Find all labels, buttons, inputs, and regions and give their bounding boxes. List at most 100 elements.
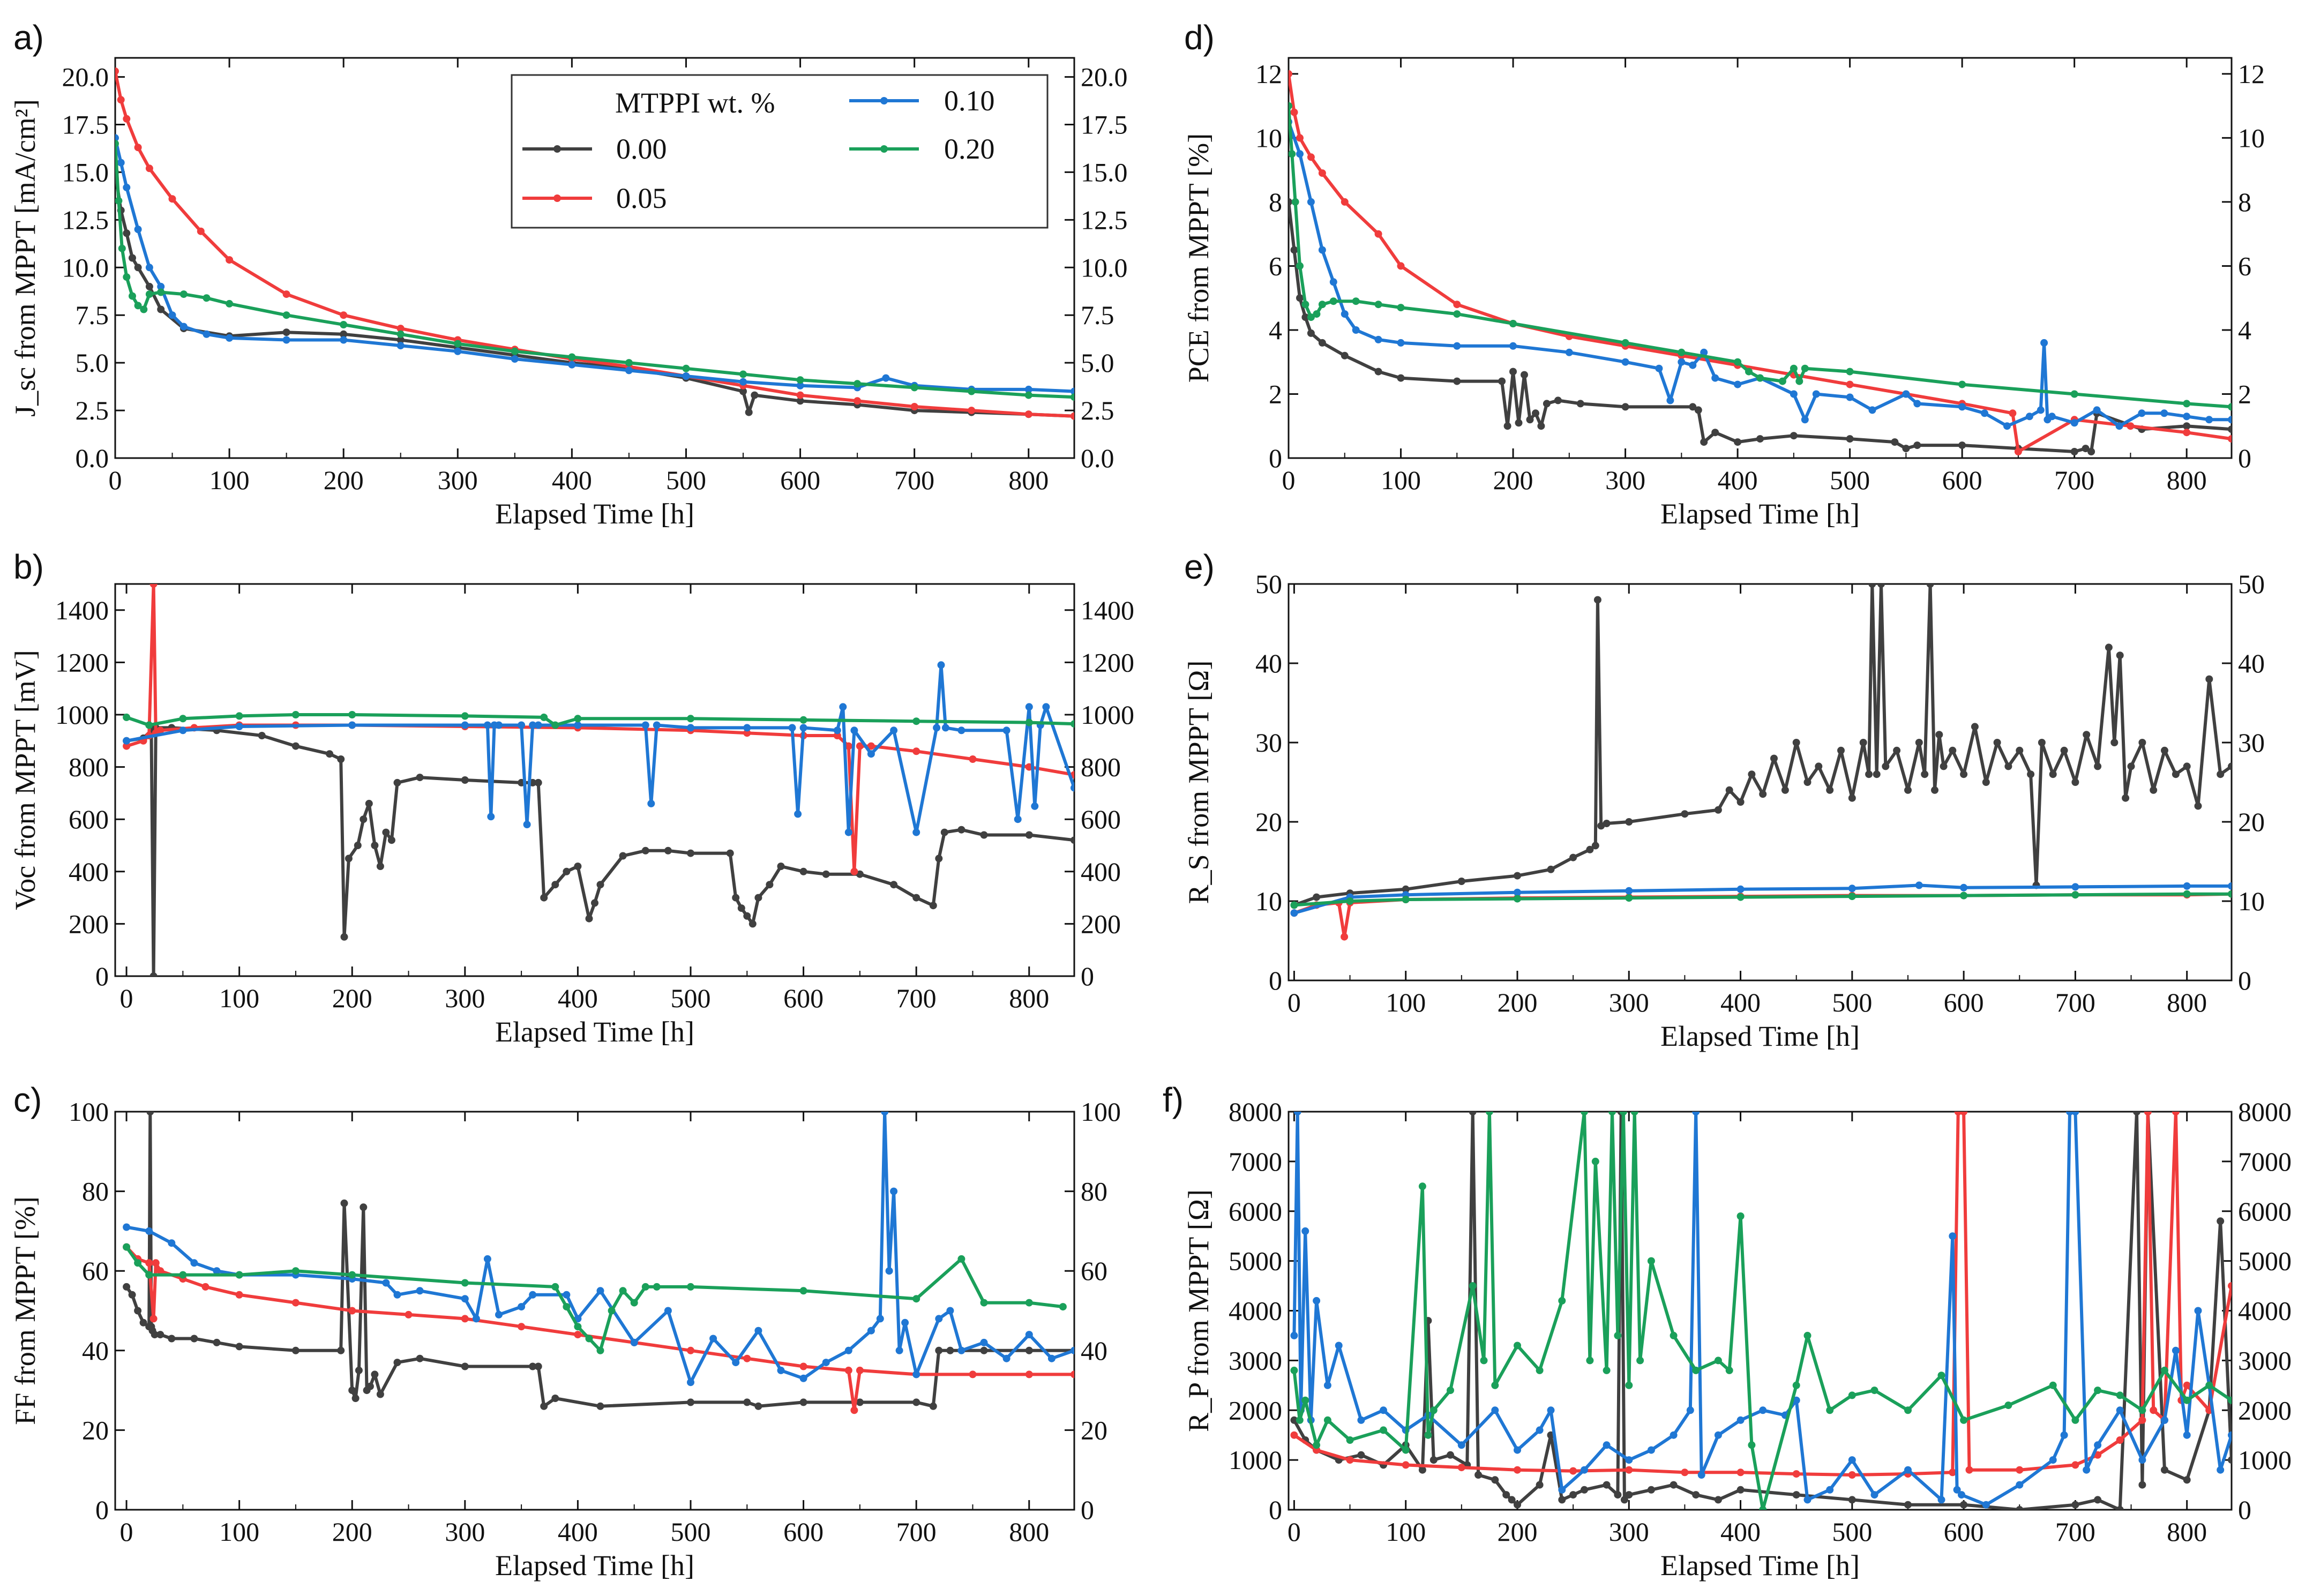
panel-a-series (115, 67, 1074, 420)
panel-d-series-0.20-line (1289, 104, 2232, 409)
panel-e-series-0.05-point (1341, 933, 1349, 941)
panel-c-series-0.00-point (156, 1331, 164, 1339)
panel-c-series-0.10-point (881, 1112, 889, 1115)
panel-b-series-0.20-point (291, 711, 300, 718)
panel-d-series-0.00-point (1537, 422, 1545, 430)
panel-c-series-0.05-point (235, 1291, 243, 1299)
panel-b-series-0.00-point (563, 867, 571, 875)
panel-b-series-0.10-point (937, 661, 945, 669)
panel-e-series-0.00-point (1714, 806, 1722, 814)
panel-b-series-0.05-point (844, 742, 852, 750)
panel-d-xtick-label: 400 (1718, 465, 1758, 495)
panel-d-series-0.05-point (2009, 409, 2017, 417)
panel-e-series-0.00-point (2038, 739, 2046, 746)
panel-a-series-0.05-point (910, 403, 918, 410)
legend-entry-1: 0.05 (522, 182, 667, 214)
panel-b-series-0.00-point (726, 849, 734, 857)
panel-b-series-0.00-point (737, 904, 745, 912)
panel-e-ytick-label-right: 0 (2238, 965, 2251, 995)
panel-c-ytick-label-left: 40 (82, 1336, 109, 1366)
panel-c-series (123, 1112, 1074, 1414)
panel-f-ytick-label-right: 4000 (2238, 1296, 2292, 1326)
panel-c-xtick-label: 800 (1009, 1517, 1049, 1547)
panel-c-series-0.05-point (291, 1299, 300, 1307)
panel-c-series-0.05-point (145, 1259, 153, 1267)
panel-e-series-0.00-point (1982, 778, 1990, 786)
panel-c-series-0.20-point (461, 1279, 469, 1287)
panel-c-xtick-label: 600 (783, 1517, 824, 1547)
panel-d-series-0.00-point (1576, 400, 1584, 408)
panel-a-ytick-label-left: 17.5 (62, 110, 109, 140)
panel-e-plot-area (1288, 583, 2233, 981)
panel-b-series-0.00-point (574, 863, 582, 870)
panel-c-series-0.20-point (1025, 1299, 1033, 1307)
panel-b-y-axis-label: Voc from MPPT [mV] (9, 650, 41, 910)
panel-f-series-0.20-point (1514, 1342, 1521, 1350)
panel-b-series-0.10-point (839, 703, 847, 711)
panel-f-ytick-label-left: 6000 (1229, 1196, 1282, 1226)
panel-c-ytick-label-left: 20 (82, 1415, 109, 1445)
panel-c-series-0.05-point (149, 1315, 158, 1323)
panel-b-series (123, 584, 1074, 976)
panel-c-series-0.10-point (867, 1327, 875, 1335)
panel-b-series-0.00-point (743, 912, 751, 920)
panel-a-xtick-label: 100 (209, 465, 250, 495)
panel-f-series-0.00-point (1614, 1491, 1622, 1499)
panel-d-series-0.05-point (1846, 380, 1854, 388)
panel-b-ytick-label-left: 1400 (55, 595, 109, 625)
panel-f-series-0.20-point (1736, 1212, 1745, 1220)
panel-b-series-0.05-point (149, 584, 158, 588)
panel-d-series-0.10-point (1374, 335, 1382, 343)
panel-e-series-0.00-point (1748, 770, 1756, 778)
panel-b-ytick-label-left: 800 (69, 752, 109, 782)
panel-a-plot-area (114, 57, 1075, 459)
panel-d-ytick-label-left: 0 (1269, 443, 1282, 473)
panel-c-series-0.00-point (1025, 1346, 1033, 1354)
panel-b-series-0.10-point (941, 724, 949, 732)
panel-f-series-0.20-point (1803, 1331, 1812, 1339)
panel-a-series-0.05-point (282, 290, 290, 298)
panel-c-series-0.20-point (585, 1335, 593, 1343)
panel-f-series (1290, 1112, 2232, 1510)
panel-e-series-0.00-point (1803, 778, 1812, 786)
panel-d-series-0.05-point (2228, 435, 2232, 443)
panel-a-series-0.05-point (168, 195, 176, 203)
panel-f-ytick-label-right: 3000 (2238, 1345, 2292, 1375)
panel-b-series-0.05-point (867, 742, 875, 750)
panel-b-ytick-label-right: 200 (1081, 909, 1121, 939)
panel-d-series-0.00-point (1290, 246, 1298, 254)
panel-f-series-0.10-point (2172, 1346, 2180, 1354)
panel-b-series-0.10-point (799, 724, 807, 732)
panel-a-ytick-label-right: 15.0 (1081, 157, 1128, 187)
panel-a-series-0.05-point (1024, 410, 1032, 418)
panel-d-series-0.20-point (1509, 320, 1517, 327)
panel-b-ytick-label-left: 1200 (55, 647, 109, 677)
panel-b-series-0.10-point (788, 724, 796, 732)
panel-a-series-0.00-point (739, 387, 747, 395)
panel-d-series-0.20-point (1301, 301, 1309, 309)
panel-c-series-0.00-point (360, 1203, 368, 1211)
panel-d-series-0.10-point (2070, 419, 2078, 427)
legend-marker-0 (553, 145, 561, 153)
panel-f-series-0.10-point (1357, 1416, 1365, 1424)
panel-f-series-0.20-point (1491, 1381, 1499, 1389)
panel-d-series-0.10-point (1700, 348, 1708, 356)
panel-d-series-0.10-point (1666, 396, 1674, 404)
panel-d-x-axis-label: Elapsed Time [h] (1660, 498, 1860, 530)
panel-b-series-0.10-point (495, 721, 503, 729)
panel-c-series-0.10-point (777, 1366, 785, 1374)
panel-a-series-0.20-point (282, 311, 290, 319)
panel-f-series-0.00-point (1558, 1496, 1566, 1504)
panel-e-series-0.00-point (1586, 845, 1594, 853)
panel-f-series-0.10-point (1848, 1456, 1856, 1464)
panel-d-series-0.00-point (2087, 448, 2095, 455)
panel-a-xtick-label: 0 (109, 465, 122, 495)
panel-e-series-0.20-point (2228, 890, 2232, 898)
panel-d-series-0.00-point (1301, 313, 1309, 321)
panel-e-series-0.00-point (2105, 643, 2113, 651)
panel-e-series-0.00-point (1826, 786, 1834, 794)
panel-d-series-0.00-point (1734, 438, 1742, 446)
panel-c-series-0.05-point (844, 1366, 852, 1374)
panel-e-series-0.20-point (2183, 890, 2191, 898)
